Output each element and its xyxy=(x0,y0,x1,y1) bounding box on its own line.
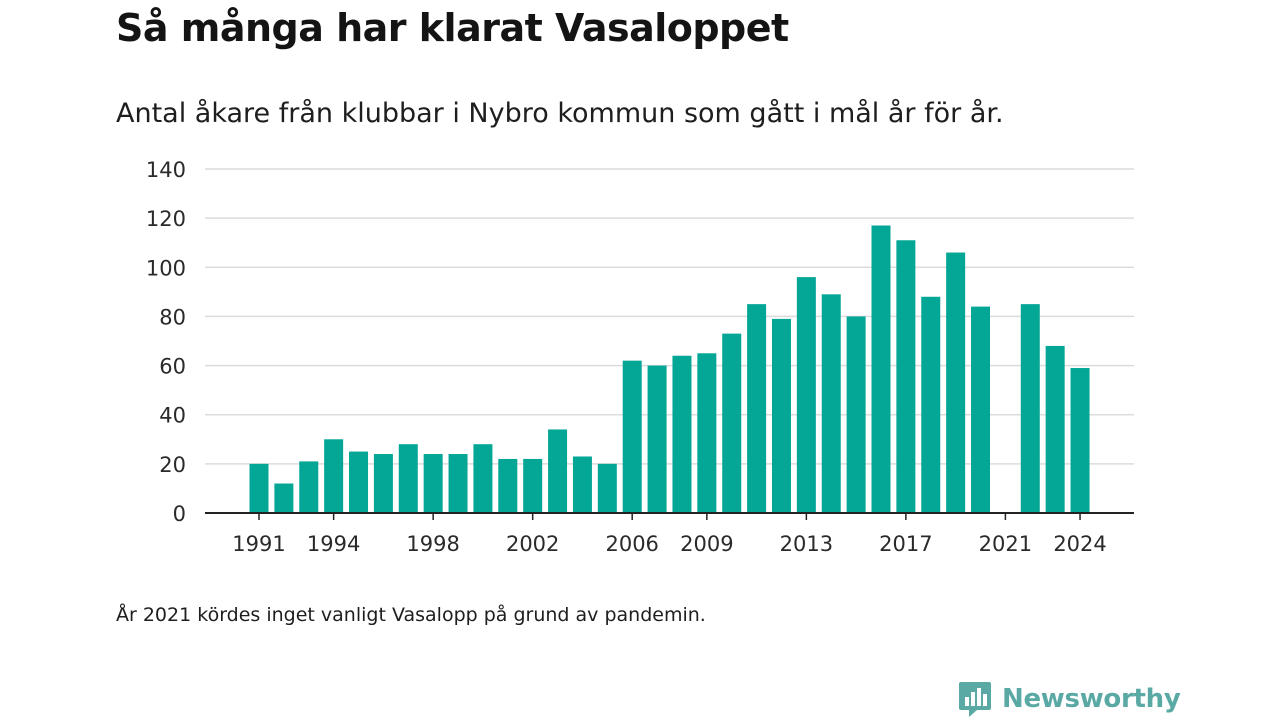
x-tick-label: 2009 xyxy=(680,532,733,556)
x-axis-labels: 1991 1994 1998 2002 2006 2009 2013 2017 2021 2024 xyxy=(232,513,1107,556)
bar-2014 xyxy=(821,294,841,513)
x-tick-label: 1991 xyxy=(232,532,285,556)
newsworthy-logo: Newsworthy xyxy=(958,680,1181,718)
bar-2003 xyxy=(548,429,568,513)
bar-2008 xyxy=(672,355,692,513)
bar-2022 xyxy=(1020,304,1040,513)
bar-2010 xyxy=(722,333,742,513)
y-tick-label: 140 xyxy=(146,158,186,182)
x-tick-label: 2013 xyxy=(780,532,833,556)
bar-2012 xyxy=(771,318,791,513)
x-tick-label: 2002 xyxy=(506,532,559,556)
bar-1999 xyxy=(448,454,468,513)
bar-2002 xyxy=(523,458,543,513)
bar-2011 xyxy=(747,304,767,513)
y-tick-label: 120 xyxy=(146,207,186,231)
bar-2019 xyxy=(946,252,966,514)
bar-2000 xyxy=(473,444,493,513)
bar-2015 xyxy=(846,316,866,513)
brand-name: Newsworthy xyxy=(1002,684,1181,714)
bar-2020 xyxy=(971,306,991,513)
gridlines xyxy=(205,168,1134,465)
footnote: År 2021 kördes inget vanligt Vasalopp på… xyxy=(116,604,706,626)
bar-2017 xyxy=(896,240,916,513)
x-tick-label: 1998 xyxy=(406,532,459,556)
bar-2013 xyxy=(796,277,816,513)
x-tick-label: 2024 xyxy=(1053,532,1106,556)
bar-1998 xyxy=(423,454,443,513)
bar-1994 xyxy=(324,439,344,513)
bar-2001 xyxy=(498,458,518,513)
x-tick-label: 2006 xyxy=(605,532,658,556)
bar-2004 xyxy=(572,456,592,513)
bar-2023 xyxy=(1045,345,1065,513)
x-tick-label: 2021 xyxy=(979,532,1032,556)
bar-1995 xyxy=(349,451,369,513)
bar-1997 xyxy=(398,444,418,513)
x-tick-label: 2017 xyxy=(879,532,932,556)
bar-chart-speech-bubble-icon xyxy=(959,682,991,717)
y-tick-label: 0 xyxy=(173,502,186,526)
bar-1992 xyxy=(274,483,294,513)
bar-2016 xyxy=(871,225,891,513)
bar-2006 xyxy=(622,360,642,513)
chart-title: Så många har klarat Vasaloppet xyxy=(116,6,789,50)
chart-subtitle: Antal åkare från klubbar i Nybro kommun … xyxy=(116,98,1004,129)
bar-2007 xyxy=(647,365,667,513)
bars xyxy=(249,225,1090,514)
bar-1996 xyxy=(373,454,393,513)
bar-2018 xyxy=(921,296,941,513)
bar-2005 xyxy=(597,463,617,513)
y-tick-label: 80 xyxy=(159,305,186,329)
bar-1991 xyxy=(249,463,269,513)
y-axis-labels: 0 20 40 60 80 100 120 140 xyxy=(146,158,186,526)
y-tick-label: 20 xyxy=(159,453,186,477)
bar-2009 xyxy=(697,353,717,513)
y-tick-label: 100 xyxy=(146,256,186,280)
y-tick-label: 40 xyxy=(159,404,186,428)
bar-1993 xyxy=(299,461,319,513)
y-tick-label: 60 xyxy=(159,355,186,379)
x-tick-label: 1994 xyxy=(307,532,360,556)
bar-2024 xyxy=(1070,368,1090,513)
